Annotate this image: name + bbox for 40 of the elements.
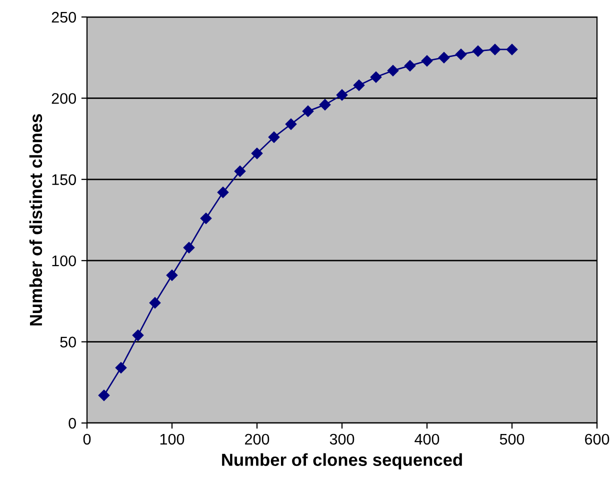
x-tick-label: 100 (160, 434, 184, 445)
point (98, 390, 110, 401)
point (217, 186, 229, 198)
x-tick-label: 0 (83, 434, 91, 445)
point (149, 297, 161, 308)
point (183, 242, 195, 254)
point (200, 212, 212, 224)
point (472, 46, 484, 57)
point (387, 64, 399, 76)
point (132, 330, 144, 341)
point (370, 71, 382, 83)
x-axis-title: Number of clones sequenced (222, 453, 462, 470)
point (302, 106, 314, 117)
point (506, 44, 518, 56)
y-tick-label: 100 (52, 255, 76, 266)
point (421, 55, 433, 66)
point (166, 270, 178, 281)
point (336, 89, 348, 101)
x-tick-label: 400 (414, 434, 440, 445)
point (319, 99, 331, 110)
point (251, 148, 263, 160)
y-axis-title: Number of distinct clones (29, 114, 42, 326)
point (285, 118, 297, 130)
point (268, 132, 280, 143)
point (115, 362, 127, 374)
point (353, 80, 365, 91)
y-tick-label: 200 (52, 93, 76, 104)
x-tick-label: 300 (330, 434, 354, 445)
x-tick-label: 500 (500, 434, 524, 445)
y-tick-label: 250 (52, 12, 76, 23)
point (455, 48, 467, 60)
point (234, 166, 246, 177)
point (404, 60, 416, 72)
point (489, 44, 501, 56)
x-tick-label: 200 (245, 434, 270, 445)
point (438, 52, 450, 64)
x-tick-label: 600 (585, 434, 610, 445)
y-tick-label: 50 (60, 336, 76, 348)
y-tick-label: 150 (52, 174, 76, 186)
y-tick-label: 0 (68, 418, 76, 429)
